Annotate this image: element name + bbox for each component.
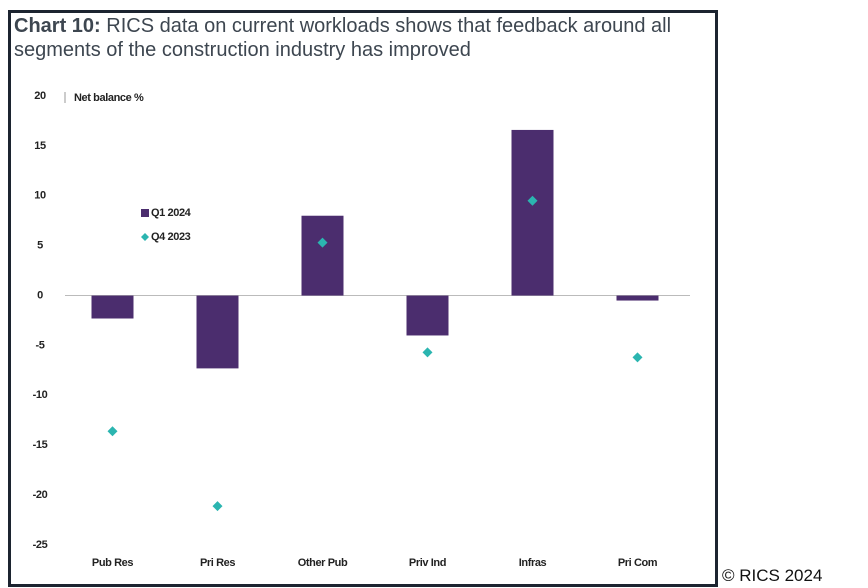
chart-title-block: Chart 10: RICS data on current workloads…	[14, 14, 674, 62]
x-tick-label: Other Pub	[298, 557, 348, 569]
y-tick-label: -10	[33, 389, 48, 401]
point	[317, 237, 328, 248]
bar	[91, 295, 134, 319]
chart-title: RICS data on current workloads shows tha…	[14, 15, 672, 61]
y-tick-label: 10	[34, 190, 46, 202]
bar	[406, 295, 449, 336]
y-tick-label: -5	[36, 339, 45, 351]
point	[212, 501, 223, 512]
y-axis-label: Net balance %	[74, 92, 144, 104]
x-tick-label: Pri Res	[200, 557, 235, 569]
x-tick-label: Pri Com	[618, 557, 658, 569]
chart-label: Chart 10:	[14, 15, 101, 37]
y-tick-label: -15	[33, 439, 48, 451]
y-tick-label: -20	[33, 489, 48, 501]
chart-frame	[8, 10, 718, 587]
x-tick-label: Pub Res	[92, 557, 133, 569]
y-tick-label: 0	[37, 289, 43, 301]
legend-label: Q4 2023	[151, 231, 191, 243]
x-tick-label: Infras	[519, 557, 547, 569]
point	[632, 352, 643, 363]
y-tick-label: 15	[34, 140, 46, 152]
point	[422, 347, 433, 358]
point	[527, 195, 538, 206]
bar	[616, 295, 659, 301]
y-tick-label: 20	[34, 90, 46, 102]
point	[107, 426, 118, 437]
bar	[196, 295, 239, 369]
legend-swatch	[141, 209, 149, 217]
source: © RICS 2024	[722, 566, 823, 585]
legend-label: Q1 2024	[151, 207, 192, 219]
bar	[511, 129, 554, 296]
y-tick-label: 5	[37, 240, 43, 252]
bar	[301, 215, 344, 296]
y-tick-label: -25	[33, 539, 48, 551]
legend-swatch	[141, 233, 149, 241]
x-tick-label: Priv Ind	[409, 557, 446, 569]
